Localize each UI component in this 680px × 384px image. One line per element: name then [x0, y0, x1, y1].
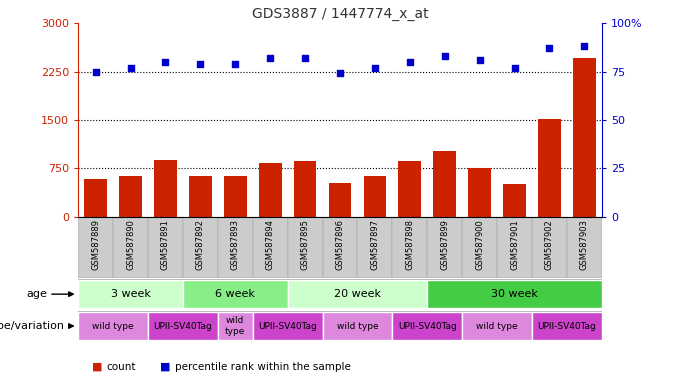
Bar [78, 217, 113, 278]
Bar [148, 312, 218, 340]
Bar [322, 312, 392, 340]
Bar [218, 217, 253, 278]
Bar [567, 217, 602, 278]
Text: 6 week: 6 week [216, 289, 255, 299]
Bar [183, 280, 288, 308]
Text: GSM587893: GSM587893 [231, 219, 240, 270]
Point [195, 61, 206, 67]
Bar [288, 217, 322, 278]
Bar [462, 217, 497, 278]
Bar [189, 175, 211, 217]
Text: GSM587889: GSM587889 [91, 219, 100, 270]
Bar [78, 312, 148, 340]
Bar [469, 168, 491, 217]
Text: ■: ■ [160, 362, 170, 372]
Bar [392, 217, 427, 278]
Text: GSM587894: GSM587894 [266, 219, 275, 270]
Text: GSM587902: GSM587902 [545, 219, 554, 270]
Bar [427, 280, 602, 308]
Text: 20 week: 20 week [334, 289, 381, 299]
Point [335, 70, 345, 76]
Point [579, 43, 590, 50]
Text: 30 week: 30 week [491, 289, 538, 299]
Text: UPII-SV40Tag: UPII-SV40Tag [537, 321, 596, 331]
Bar [462, 312, 532, 340]
Bar [532, 217, 567, 278]
Title: GDS3887 / 1447774_x_at: GDS3887 / 1447774_x_at [252, 7, 428, 21]
Bar [294, 161, 316, 217]
Point [544, 45, 555, 51]
Point [160, 59, 171, 65]
Bar [398, 161, 421, 217]
Bar [119, 175, 142, 217]
Bar [328, 183, 352, 217]
Text: GSM587900: GSM587900 [475, 219, 484, 270]
Text: genotype/variation: genotype/variation [0, 321, 65, 331]
Point [405, 59, 415, 65]
Point [509, 65, 520, 71]
Bar [364, 175, 386, 217]
Text: GSM587897: GSM587897 [371, 219, 379, 270]
Text: ■: ■ [92, 362, 102, 372]
Bar [84, 179, 107, 217]
Text: GSM587896: GSM587896 [335, 219, 345, 270]
Text: GSM587890: GSM587890 [126, 219, 135, 270]
Bar [259, 163, 282, 217]
Bar [497, 217, 532, 278]
Bar [392, 312, 462, 340]
Text: GSM587901: GSM587901 [510, 219, 519, 270]
Bar [427, 217, 462, 278]
Bar [148, 217, 183, 278]
Text: wild type: wild type [476, 321, 518, 331]
Point [265, 55, 275, 61]
Point [300, 55, 311, 61]
Point [90, 68, 101, 74]
Text: GSM587892: GSM587892 [196, 219, 205, 270]
Text: wild
type: wild type [225, 316, 245, 336]
Text: age: age [27, 289, 48, 299]
Text: GSM587891: GSM587891 [161, 219, 170, 270]
Bar [113, 217, 148, 278]
Bar [78, 280, 183, 308]
Text: count: count [107, 362, 136, 372]
Bar [433, 151, 456, 217]
Bar [154, 160, 177, 217]
Text: wild type: wild type [92, 321, 134, 331]
Bar [218, 312, 253, 340]
Bar [253, 217, 288, 278]
Text: GSM587899: GSM587899 [440, 219, 449, 270]
Text: wild type: wild type [337, 321, 378, 331]
Point [230, 61, 241, 67]
Text: 3 week: 3 week [111, 289, 150, 299]
Text: percentile rank within the sample: percentile rank within the sample [175, 362, 351, 372]
Text: UPII-SV40Tag: UPII-SV40Tag [398, 321, 457, 331]
Bar [358, 217, 392, 278]
Bar [503, 184, 526, 217]
Bar [573, 58, 596, 217]
Text: GSM587898: GSM587898 [405, 219, 414, 270]
Point [474, 57, 485, 63]
Bar [322, 217, 358, 278]
Text: UPII-SV40Tag: UPII-SV40Tag [154, 321, 212, 331]
Bar [538, 119, 561, 217]
Text: GSM587895: GSM587895 [301, 219, 309, 270]
Text: GSM587903: GSM587903 [580, 219, 589, 270]
Text: UPII-SV40Tag: UPII-SV40Tag [258, 321, 317, 331]
Bar [532, 312, 602, 340]
Point [369, 65, 380, 71]
Point [125, 65, 136, 71]
Bar [224, 175, 247, 217]
Bar [253, 312, 322, 340]
Bar [183, 217, 218, 278]
Point [439, 53, 450, 59]
Bar [288, 280, 427, 308]
